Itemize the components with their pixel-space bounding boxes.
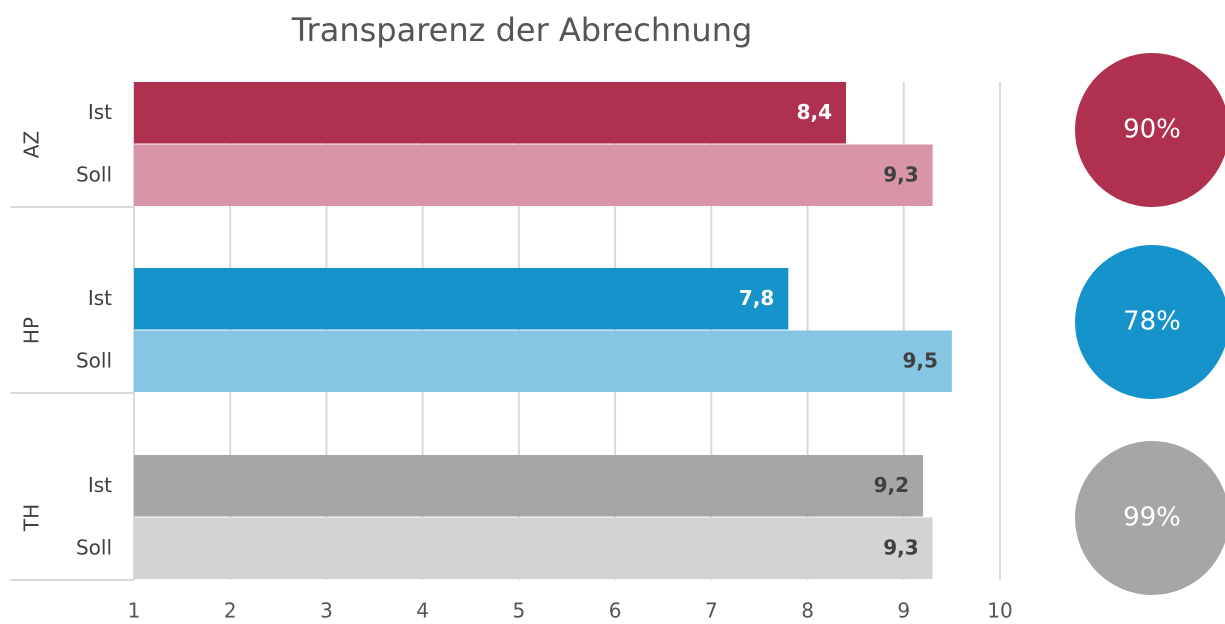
- bar: [134, 268, 789, 330]
- group-label: HP: [20, 317, 44, 344]
- percent-circle: [1075, 441, 1225, 595]
- value-label: 7,8: [739, 286, 774, 310]
- bar: [134, 517, 933, 579]
- x-tick-label: 7: [705, 599, 718, 623]
- chart-title: Transparenz der Abrechnung: [291, 11, 753, 49]
- percent-label: 78%: [1123, 307, 1181, 337]
- x-tick-label: 6: [609, 599, 622, 623]
- bar: [134, 82, 847, 144]
- value-label: 9,3: [883, 535, 918, 559]
- percent-label: 90%: [1123, 115, 1181, 145]
- x-tick-label: 9: [897, 599, 910, 623]
- value-label: 9,5: [902, 348, 937, 372]
- x-tick-label: 2: [224, 599, 237, 623]
- row-label: Ist: [88, 100, 112, 124]
- row-label: Soll: [76, 162, 112, 186]
- row-label: Soll: [76, 535, 112, 559]
- bar: [134, 144, 933, 206]
- row-label: Ist: [88, 473, 112, 497]
- row-label: Soll: [76, 348, 112, 372]
- percent-label: 99%: [1123, 503, 1181, 533]
- percent-circle: [1075, 53, 1225, 207]
- row-label: Ist: [88, 286, 112, 310]
- x-tick-label: 8: [801, 599, 814, 623]
- bar: [134, 330, 952, 392]
- value-label: 9,3: [883, 162, 918, 186]
- group-label: TH: [20, 504, 44, 532]
- x-tick-label: 4: [416, 599, 429, 623]
- x-tick-label: 3: [320, 599, 333, 623]
- value-label: 9,2: [874, 473, 909, 497]
- group-label: AZ: [20, 131, 44, 158]
- value-label: 8,4: [797, 100, 832, 124]
- x-tick-label: 10: [987, 599, 1012, 623]
- x-tick-label: 5: [513, 599, 526, 623]
- x-tick-label: 1: [128, 599, 141, 623]
- percent-circle: [1075, 245, 1225, 399]
- bar: [134, 455, 924, 517]
